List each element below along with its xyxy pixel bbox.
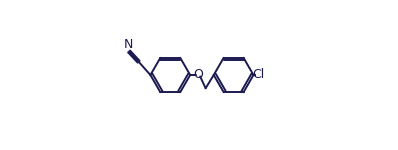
Text: N: N	[124, 38, 133, 51]
Text: Cl: Cl	[252, 68, 265, 81]
Text: O: O	[193, 68, 203, 81]
